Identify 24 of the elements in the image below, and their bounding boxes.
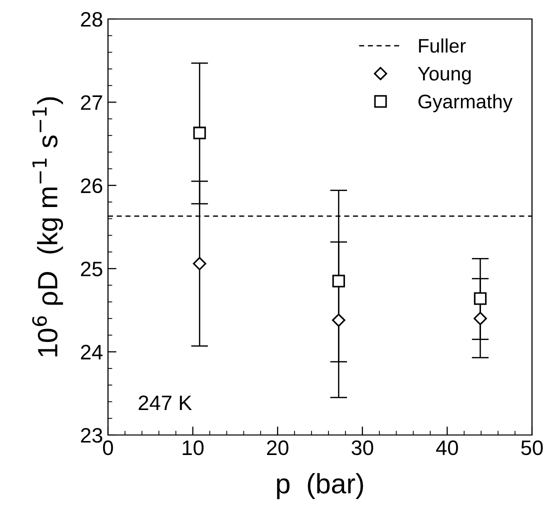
point <box>332 314 346 327</box>
legend-label: Young <box>418 67 471 84</box>
point <box>474 292 487 305</box>
annotation: 247 K <box>138 395 192 410</box>
y-axis-title: 10$^{6}$ ρD (kg m$^{−1}$ s$^{−1}$) <box>32 97 64 356</box>
point <box>474 312 487 326</box>
x-tick-label: 30 <box>352 440 374 456</box>
y-tick-label: 25 <box>81 262 102 276</box>
x-tick-label: 0 <box>103 440 113 456</box>
legend-label: Fuller <box>419 38 466 53</box>
y-tick-label: 26 <box>81 178 102 194</box>
x-tick-label: 50 <box>521 440 543 456</box>
y-tick-label: 24 <box>81 344 103 360</box>
x-tick-label: 20 <box>267 440 288 456</box>
point <box>192 256 206 270</box>
x-tick-label: 10 <box>182 440 204 456</box>
x-tick-label: 40 <box>436 440 458 456</box>
point <box>332 274 345 288</box>
legend-label: Gyarmathy <box>418 94 513 112</box>
y-tick-label: 27 <box>81 95 102 110</box>
y-tick-label: 28 <box>81 12 102 27</box>
y-tick-label: 23 <box>81 428 102 443</box>
x-axis-title: p (bar) <box>277 473 364 500</box>
point <box>193 126 206 140</box>
